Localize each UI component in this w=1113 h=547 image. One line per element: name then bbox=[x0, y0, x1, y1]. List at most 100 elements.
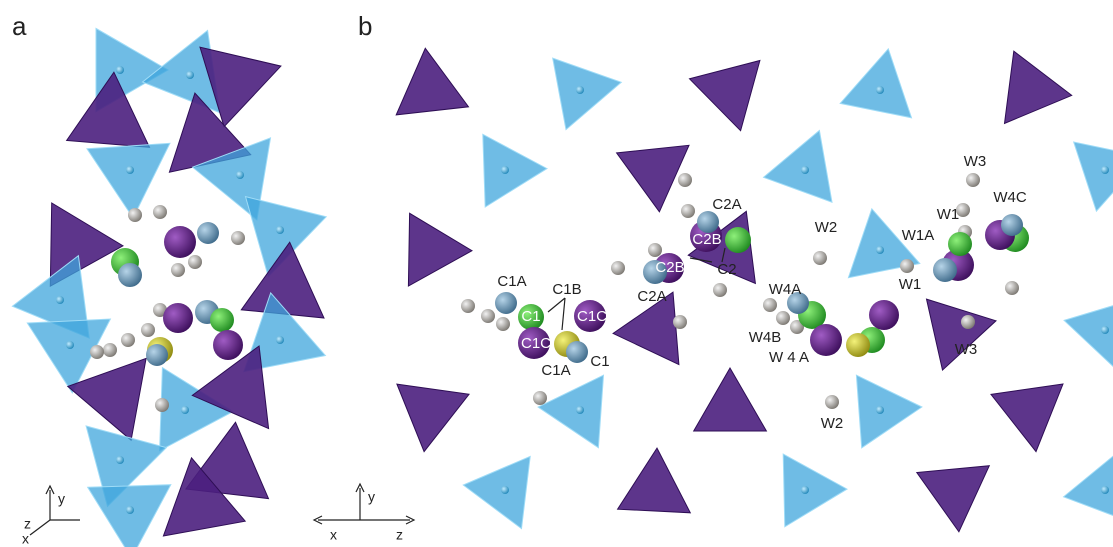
tetrahedron bbox=[397, 384, 469, 452]
atom bbox=[566, 341, 588, 363]
si-atom bbox=[276, 336, 284, 344]
si-atom bbox=[801, 166, 809, 174]
atom bbox=[648, 243, 662, 257]
atom bbox=[810, 324, 842, 356]
tetrahedron bbox=[917, 466, 990, 532]
atom bbox=[495, 292, 517, 314]
atom bbox=[933, 258, 957, 282]
atom bbox=[763, 298, 777, 312]
tetrahedron bbox=[694, 368, 767, 431]
tetrahedron bbox=[88, 485, 171, 547]
panel-label: a bbox=[12, 11, 27, 41]
si-atom bbox=[576, 406, 584, 414]
axis-label: x bbox=[22, 531, 29, 547]
atom bbox=[966, 173, 980, 187]
atom-label: C2 bbox=[717, 261, 736, 278]
atom-label: C1A bbox=[541, 362, 570, 379]
atom bbox=[197, 222, 219, 244]
atom-label: C1A bbox=[497, 273, 526, 290]
axis-label: x bbox=[330, 527, 337, 543]
si-atom bbox=[126, 166, 134, 174]
si-atom bbox=[126, 506, 134, 514]
si-atom bbox=[1101, 166, 1109, 174]
atom bbox=[128, 208, 142, 222]
si-atom bbox=[1101, 326, 1109, 334]
atom-label: C1C bbox=[521, 335, 551, 352]
atom-label: W4C bbox=[993, 189, 1027, 206]
atom-label: W2 bbox=[821, 415, 844, 432]
axis-label: z bbox=[24, 516, 31, 532]
atom bbox=[869, 300, 899, 330]
tetrahedron bbox=[538, 375, 603, 448]
si-atom bbox=[876, 406, 884, 414]
atom bbox=[496, 317, 510, 331]
si-atom bbox=[116, 66, 124, 74]
si-atom bbox=[181, 406, 189, 414]
tetrahedron bbox=[553, 58, 622, 130]
tetrahedron bbox=[408, 213, 472, 286]
atom-label: C2A bbox=[712, 196, 741, 213]
tetrahedron bbox=[927, 299, 997, 370]
atom bbox=[103, 343, 117, 357]
tetrahedron bbox=[991, 384, 1063, 452]
si-atom bbox=[116, 456, 124, 464]
axis-label: y bbox=[58, 491, 65, 507]
atom bbox=[461, 299, 475, 313]
atom-label: W2 bbox=[815, 219, 838, 236]
si-atom bbox=[186, 71, 194, 79]
si-atom bbox=[501, 166, 509, 174]
atom bbox=[725, 227, 751, 253]
atom-label: C1B bbox=[552, 281, 581, 298]
atom bbox=[846, 333, 870, 357]
si-atom bbox=[66, 341, 74, 349]
tetrahedron bbox=[856, 375, 922, 448]
atom bbox=[1005, 281, 1019, 295]
atom bbox=[678, 173, 692, 187]
atom bbox=[121, 333, 135, 347]
tetrahedron bbox=[690, 61, 760, 131]
atom-label: C2A bbox=[637, 288, 666, 305]
atom bbox=[164, 226, 196, 258]
atom bbox=[146, 344, 168, 366]
atom-label: W4B bbox=[749, 329, 782, 346]
si-atom bbox=[876, 86, 884, 94]
atom-label: W1 bbox=[899, 276, 922, 293]
atom bbox=[776, 311, 790, 325]
atom bbox=[713, 283, 727, 297]
atom bbox=[90, 345, 104, 359]
si-atom bbox=[56, 296, 64, 304]
axis-label: y bbox=[368, 489, 375, 505]
tetrahedron bbox=[783, 454, 847, 527]
tetrahedron bbox=[1005, 51, 1072, 123]
tetrahedron bbox=[1064, 299, 1113, 370]
axis-arrow bbox=[30, 520, 50, 535]
tetrahedron bbox=[617, 145, 689, 212]
si-atom bbox=[876, 246, 884, 254]
atom-label: C1C bbox=[577, 308, 607, 325]
figure: a b C2AC2BC2BC2C2AC1AC1BC1C1CC1CC1C1AW2W… bbox=[0, 0, 1113, 547]
tetrahedron bbox=[463, 456, 530, 528]
atom bbox=[961, 315, 975, 329]
si-atom bbox=[1101, 486, 1109, 494]
atom-label: W4A bbox=[769, 281, 802, 298]
axis-label: z bbox=[396, 527, 403, 543]
atom bbox=[118, 263, 142, 287]
panel-label: b bbox=[358, 11, 372, 41]
tetrahedron bbox=[764, 131, 832, 203]
atom bbox=[681, 204, 695, 218]
tetrahedron bbox=[840, 49, 911, 118]
atom bbox=[141, 323, 155, 337]
atom bbox=[813, 251, 827, 265]
atom-label: W1 bbox=[937, 206, 960, 223]
atom bbox=[1001, 214, 1023, 236]
atom-label: W1A bbox=[902, 227, 935, 244]
atom bbox=[188, 255, 202, 269]
atom bbox=[533, 391, 547, 405]
atom bbox=[900, 259, 914, 273]
atom bbox=[231, 231, 245, 245]
atom-label: W3 bbox=[955, 341, 978, 358]
tetrahedron bbox=[1074, 142, 1113, 211]
atom bbox=[481, 309, 495, 323]
si-atom bbox=[236, 171, 244, 179]
atom-label: W 4 A bbox=[769, 349, 809, 366]
